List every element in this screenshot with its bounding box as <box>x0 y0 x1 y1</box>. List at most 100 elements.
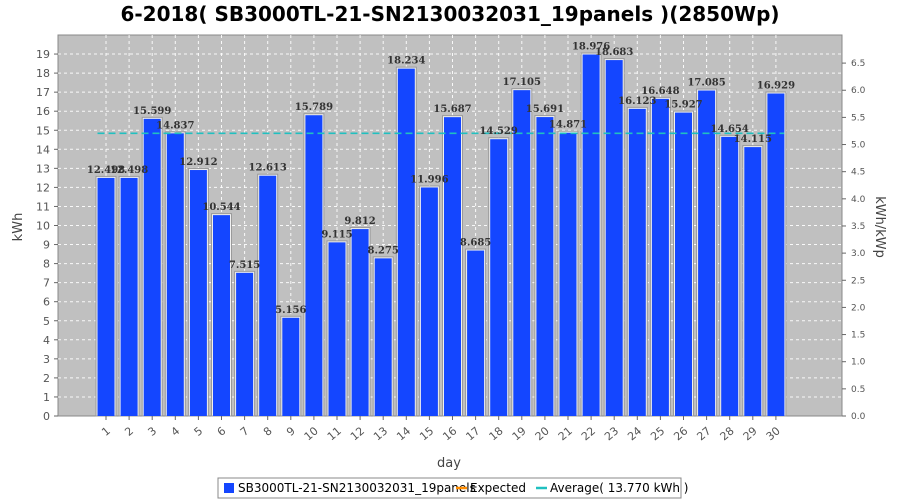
bar <box>721 136 739 416</box>
legend-label: Average( 13.770 kWh ) <box>550 481 689 495</box>
bar <box>651 98 669 417</box>
data-label: 12.498 <box>110 165 148 176</box>
data-label: 9.812 <box>344 216 375 227</box>
y2-tick-label: 2.5 <box>851 276 865 286</box>
x-tick-label: 12 <box>348 424 367 443</box>
x-tick-label: 17 <box>463 424 482 443</box>
bar <box>166 133 184 416</box>
y-tick-label: 19 <box>36 48 50 61</box>
bar <box>259 175 277 416</box>
bar <box>305 115 323 417</box>
x-tick-label: 14 <box>394 424 413 443</box>
data-label: 14.654 <box>711 124 749 135</box>
y2-tick-label: 1.0 <box>851 358 866 368</box>
x-tick-label: 6 <box>215 424 229 438</box>
data-label: 14.529 <box>480 126 518 137</box>
bar <box>374 258 392 416</box>
data-label: 14.837 <box>156 120 194 131</box>
y-tick-label: 9 <box>43 239 50 252</box>
y-tick-label: 14 <box>36 143 50 156</box>
y2-tick-label: 2.0 <box>851 303 866 313</box>
bar <box>628 108 646 417</box>
legend-label: SB3000TL-21-SN2130032031_19panels <box>238 481 476 495</box>
plot-area: 0123456789101112131415161718190.00.51.01… <box>36 34 866 443</box>
x-tick-label: 24 <box>625 424 644 443</box>
y2-tick-label: 0.5 <box>851 385 865 395</box>
y-tick-label: 6 <box>43 296 50 309</box>
x-tick-label: 20 <box>533 424 552 443</box>
bar <box>328 242 346 416</box>
x-tick-label: 30 <box>764 424 783 443</box>
x-tick-label: 22 <box>579 424 598 443</box>
bar <box>189 170 207 416</box>
data-label: 12.912 <box>179 157 217 168</box>
x-tick-label: 10 <box>302 424 321 443</box>
bar <box>582 54 600 416</box>
y-tick-label: 15 <box>36 124 50 137</box>
bar <box>420 187 438 416</box>
y2-tick-label: 3.0 <box>851 249 866 259</box>
legend: SB3000TL-21-SN2130032031_19panelsExpecte… <box>217 477 689 499</box>
bar <box>698 90 716 416</box>
x-tick-label: 19 <box>510 424 529 443</box>
x-tick-label: 21 <box>556 424 575 443</box>
x-tick-label: 28 <box>718 424 737 443</box>
data-label: 16.648 <box>641 86 679 97</box>
y-tick-label: 3 <box>43 353 50 366</box>
x-tick-label: 7 <box>238 424 252 438</box>
y2-tick-label: 5.0 <box>851 141 866 151</box>
y-tick-label: 4 <box>43 334 50 347</box>
bar <box>605 60 623 417</box>
y-tick-label: 11 <box>36 200 50 213</box>
y-axis-label: kWh <box>11 213 26 242</box>
x-tick-label: 9 <box>284 424 298 438</box>
y-tick-label: 17 <box>36 86 50 99</box>
y2-tick-label: 6.0 <box>851 86 866 96</box>
data-label: 18.976 <box>572 42 610 53</box>
data-label: 16.123 <box>618 96 656 107</box>
legend-label: Expected <box>470 481 526 495</box>
data-label: 15.687 <box>433 104 471 115</box>
data-label: 14.115 <box>734 134 772 145</box>
x-tick-label: 18 <box>487 424 506 443</box>
x-axis-label: day <box>437 456 461 471</box>
bar <box>559 132 577 416</box>
x-tick-label: 15 <box>417 424 436 443</box>
x-tick-label: 27 <box>694 424 713 443</box>
y2-tick-label: 4.5 <box>851 168 865 178</box>
x-tick-label: 29 <box>741 424 760 443</box>
x-tick-label: 26 <box>671 424 690 443</box>
x-tick-label: 11 <box>325 424 344 443</box>
y-tick-label: 13 <box>36 162 50 175</box>
data-label: 11.996 <box>410 174 448 185</box>
data-label: 18.234 <box>387 56 425 67</box>
bar <box>675 112 692 417</box>
data-label: 15.927 <box>664 100 702 111</box>
y-tick-label: 16 <box>36 105 50 118</box>
y2-tick-label: 4.0 <box>851 195 866 205</box>
bar <box>490 139 508 417</box>
x-tick-label: 23 <box>602 424 621 443</box>
bar <box>767 93 785 416</box>
data-label: 17.105 <box>503 77 541 88</box>
data-label: 10.544 <box>202 202 240 213</box>
y2-axis-label: kWh/kWp <box>872 196 887 258</box>
y-tick-label: 10 <box>36 220 50 233</box>
bar <box>536 117 554 416</box>
y2-tick-label: 5.5 <box>851 113 865 123</box>
y2-tick-label: 3.5 <box>851 222 865 232</box>
data-label: 9.115 <box>321 229 352 240</box>
y-tick-label: 7 <box>43 277 50 290</box>
data-label: 16.929 <box>757 81 795 92</box>
bar <box>397 68 415 416</box>
y-tick-label: 1 <box>43 391 50 404</box>
x-tick-label: 4 <box>169 424 183 438</box>
y-tick-label: 18 <box>36 67 50 80</box>
bar <box>467 250 485 416</box>
data-label: 7.515 <box>229 260 260 271</box>
y-tick-label: 2 <box>43 372 50 385</box>
y-tick-label: 5 <box>43 315 50 328</box>
legend-swatch <box>224 483 234 493</box>
y2-tick-label: 6.5 <box>851 59 865 69</box>
bar <box>744 147 762 416</box>
